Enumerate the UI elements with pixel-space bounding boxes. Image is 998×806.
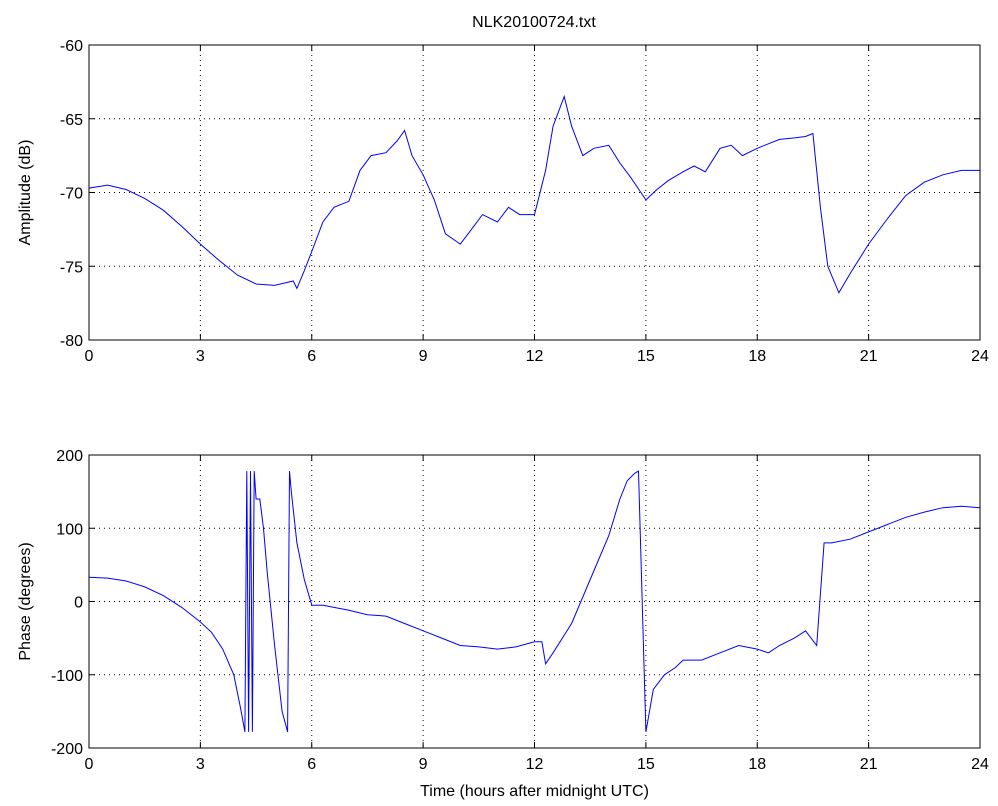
phase-plot: 0 3 6 9 12 15 18 21 24 -200 -100 0 100 200 Phase (de…	[17, 448, 989, 800]
phase-x-tick-label: 0	[85, 756, 94, 773]
amplitude-y-tick-label: -80	[60, 333, 83, 350]
phase-x-tick-label: 24	[971, 756, 989, 773]
phase-grid	[88, 454, 981, 749]
amplitude-x-tick-label: 6	[307, 348, 316, 365]
amplitude-axes-box	[88, 44, 981, 341]
phase-series-line	[88, 470, 981, 733]
amplitude-y-tick-label: -65	[60, 112, 83, 129]
phase-axes-box	[88, 454, 981, 749]
phase-x-tick-label: 6	[307, 756, 316, 773]
amplitude-x-tick-label: 21	[860, 348, 878, 365]
phase-x-tick-labels: 0 3 6 9 12 15 18 21 24	[85, 756, 989, 773]
amplitude-x-tick-label: 0	[85, 348, 94, 365]
phase-x-tick-label: 15	[637, 756, 655, 773]
phase-x-tick-label: 21	[860, 756, 878, 773]
amplitude-y-tick-label: -70	[60, 186, 83, 203]
phase-x-tick-label: 9	[419, 756, 428, 773]
amplitude-x-tick-label: 24	[971, 348, 989, 365]
amplitude-plot: 0 3 6 9 12 15 18 21 24 -80 -75 -70 -65 -60 Amplitude…	[17, 38, 989, 365]
phase-x-tick-label: 12	[526, 756, 544, 773]
amplitude-y-tick-labels: -80 -75 -70 -65 -60	[60, 38, 83, 350]
amplitude-y-tick-label: -60	[60, 38, 83, 55]
phase-x-tick-label: 3	[196, 756, 205, 773]
amplitude-x-tick-labels: 0 3 6 9 12 15 18 21 24	[85, 348, 989, 365]
phase-y-tick-label: 100	[56, 521, 83, 538]
phase-x-tick-label: 18	[748, 756, 766, 773]
phase-y-tick-label: 0	[74, 595, 83, 612]
amplitude-x-tick-label: 18	[748, 348, 766, 365]
phase-y-tick-labels: -200 -100 0 100 200	[51, 448, 83, 758]
phase-y-tick-label: 200	[56, 448, 83, 465]
amplitude-grid	[88, 44, 981, 341]
amplitude-x-tick-label: 15	[637, 348, 655, 365]
amplitude-x-tick-label: 3	[196, 348, 205, 365]
amplitude-x-tick-label: 12	[526, 348, 544, 365]
phase-y-tick-label: -100	[51, 668, 83, 685]
amplitude-x-tick-label: 9	[419, 348, 428, 365]
phase-y-tick-label: -200	[51, 741, 83, 758]
amplitude-y-axis-label: Amplitude (dB)	[17, 140, 34, 246]
x-axis-label: Time (hours after midnight UTC)	[420, 783, 649, 800]
amplitude-series-line	[88, 94, 980, 294]
chart-title: NLK20100724.txt	[472, 14, 596, 31]
amplitude-y-tick-label: -75	[60, 259, 83, 276]
phase-y-axis-label: Phase (degrees)	[17, 542, 34, 660]
